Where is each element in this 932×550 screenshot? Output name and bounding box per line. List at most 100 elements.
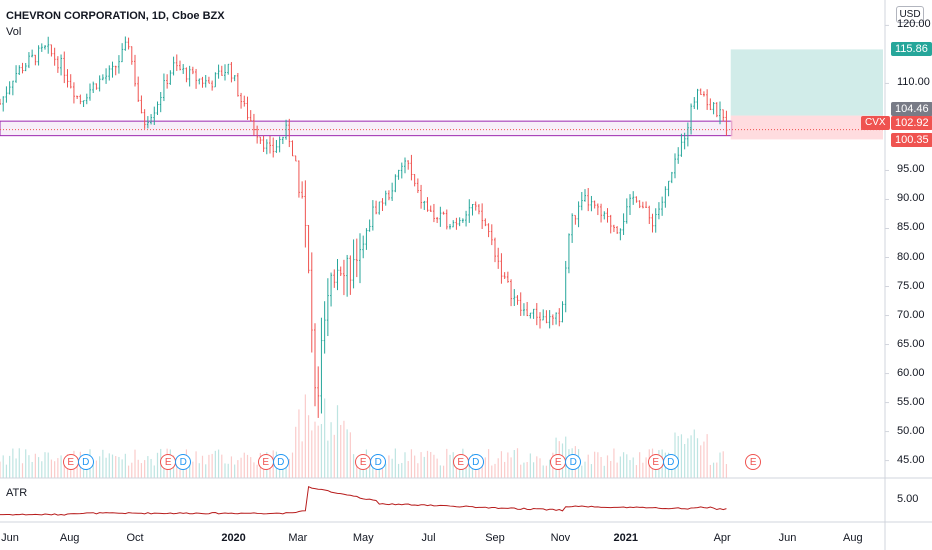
symbol-title[interactable]: CHEVRON CORPORATION, 1D, Cboe BZX [6, 10, 225, 22]
volume-bar [54, 461, 56, 478]
volume-bar [224, 463, 226, 478]
time-tick-label: 2020 [221, 532, 246, 544]
volume-bar [500, 451, 503, 478]
earnings-marker[interactable]: E [745, 454, 762, 470]
volume-bar [118, 456, 120, 478]
dividend-marker[interactable]: D [467, 454, 484, 470]
volume-bar [95, 460, 98, 478]
volume-bar [600, 456, 602, 478]
volume-bar [288, 458, 290, 478]
volume-bar [404, 452, 406, 478]
earnings-marker[interactable]: E [647, 454, 664, 470]
earnings-marker[interactable]: E [355, 454, 372, 470]
volume-bar [680, 434, 683, 478]
target-zone [730, 49, 883, 116]
volume-bar [484, 457, 486, 478]
currency-button[interactable]: USD [896, 6, 924, 23]
dividend-marker[interactable]: D [272, 454, 289, 470]
price-tick-label: 85.00 [897, 221, 925, 234]
volume-bar [642, 462, 644, 478]
volume-bar [198, 463, 200, 478]
volume-bar [616, 462, 618, 478]
volume-bar [121, 459, 123, 478]
volume-bar [346, 429, 348, 478]
volume-bar [12, 448, 14, 478]
earnings-marker[interactable]: E [62, 454, 79, 470]
volume-bar [581, 465, 583, 478]
volume-bar [291, 452, 294, 478]
volume-bar [401, 462, 403, 478]
volume-bar [677, 436, 679, 478]
volume-bar [536, 456, 538, 478]
atr-label[interactable]: ATR [6, 487, 28, 499]
volume-bar [369, 463, 371, 478]
volume-bar [208, 454, 210, 478]
stop-zone [730, 115, 883, 140]
volume-bar [684, 444, 686, 478]
volume-bar [391, 458, 393, 478]
time-tick-label: Mar [288, 532, 308, 544]
time-tick-label: Aug [59, 532, 80, 544]
price-tick-label: 110.00 [897, 76, 930, 89]
dividend-marker[interactable]: D [175, 454, 192, 470]
time-tick-label: Apr [713, 532, 731, 544]
volume-bar [156, 452, 159, 478]
volume-bar [269, 461, 271, 478]
dividend-marker[interactable]: D [662, 454, 679, 470]
volume-bar [343, 420, 345, 478]
volume-bar [690, 435, 692, 478]
volume-bar [317, 425, 319, 478]
price-tick-label: 65.00 [897, 337, 925, 350]
volume-bar [240, 457, 242, 478]
price-tick-label: 95.00 [897, 163, 925, 176]
volume-bar [108, 453, 110, 478]
earnings-marker[interactable]: E [160, 454, 177, 470]
time-tick-label: Jun [778, 532, 797, 544]
volume-bar [356, 458, 358, 478]
volume-bar [92, 464, 94, 478]
time-tick-label: May [352, 532, 374, 544]
volume-bar [211, 453, 213, 478]
volume-bar [671, 463, 673, 478]
price-tick-label: 120.00 [897, 18, 931, 31]
dividend-marker[interactable]: D [370, 454, 387, 470]
volume-bar [622, 452, 625, 478]
volume-bar [144, 460, 146, 478]
volume-bar [481, 465, 483, 478]
volume-bar [298, 409, 300, 478]
volume-bar [712, 462, 715, 478]
time-tick-label: Jun [1, 532, 19, 544]
candles-layer [0, 36, 728, 418]
price-tick-label: 70.00 [897, 308, 925, 321]
volume-bar [295, 426, 297, 478]
earnings-marker[interactable]: E [257, 454, 274, 470]
volume-bar [250, 457, 252, 478]
volume-bar [497, 458, 499, 478]
volume-bar [465, 461, 467, 478]
zones-layer [0, 49, 885, 140]
volume-bar [176, 459, 178, 478]
volume-bar [140, 463, 143, 478]
volume-bar [256, 464, 258, 478]
earnings-marker[interactable]: E [452, 454, 469, 470]
volume-bar [127, 465, 130, 478]
volume-bar [706, 434, 708, 478]
volume-bar [18, 448, 20, 478]
volume-bar [584, 461, 586, 478]
volume-bar [115, 456, 117, 478]
volume-bar [532, 462, 535, 478]
entry-price-tag: 104.46 [891, 102, 932, 116]
volume-bar [417, 463, 419, 478]
volume-bar [359, 465, 361, 478]
volume-bar [63, 461, 65, 478]
dividend-marker[interactable]: D [77, 454, 94, 470]
dividend-marker[interactable]: D [565, 454, 582, 470]
volume-bar [237, 460, 239, 478]
volume-bar [86, 465, 88, 478]
volume-bar [246, 454, 249, 478]
volume-label[interactable]: Vol [6, 26, 22, 38]
volume-bar [327, 440, 329, 478]
volume-bar [375, 463, 377, 478]
